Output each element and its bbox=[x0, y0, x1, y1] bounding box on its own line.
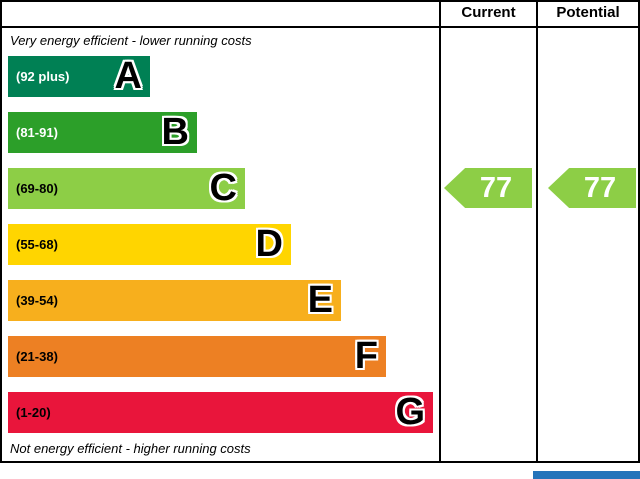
band-bar-b: (81-91) B bbox=[8, 112, 197, 153]
top-caption: Very energy efficient - lower running co… bbox=[10, 33, 252, 48]
band-range-label: (69-80) bbox=[16, 181, 58, 196]
band-row-a: (92 plus) A bbox=[8, 56, 437, 97]
band-letter: F bbox=[354, 335, 378, 377]
band-row-e: (39-54) E bbox=[8, 280, 437, 321]
band-bar-c: (69-80) C bbox=[8, 168, 245, 209]
band-range-label: (39-54) bbox=[16, 293, 58, 308]
band-letter: A bbox=[114, 55, 142, 97]
band-bar-a: (92 plus) A bbox=[8, 56, 150, 97]
current-rating-arrow: 77 bbox=[444, 168, 532, 208]
band-row-g: (1-20) G bbox=[8, 392, 437, 433]
band-letter: G bbox=[395, 391, 425, 433]
chart-border-left bbox=[0, 0, 2, 463]
band-letter: C bbox=[209, 167, 237, 209]
band-range-label: (92 plus) bbox=[16, 69, 70, 84]
band-row-b: (81-91) B bbox=[8, 112, 437, 153]
footer-blue-box-fragment bbox=[533, 471, 640, 479]
band-bar-f: (21-38) F bbox=[8, 336, 386, 377]
rating-bands: (92 plus) A (81-91) B (69-80) C (55-68) D (39-54… bbox=[8, 56, 437, 448]
chart-border-right bbox=[638, 0, 640, 463]
band-bar-g: (1-20) G bbox=[8, 392, 433, 433]
band-range-label: (81-91) bbox=[16, 125, 58, 140]
potential-rating-arrow: 77 bbox=[548, 168, 636, 208]
band-bar-d: (55-68) D bbox=[8, 224, 291, 265]
header-underline bbox=[0, 26, 640, 28]
chart-border-top bbox=[0, 0, 640, 2]
band-bar-e: (39-54) E bbox=[8, 280, 341, 321]
band-row-c: (69-80) C bbox=[8, 168, 437, 209]
band-letter: D bbox=[255, 223, 283, 265]
band-range-label: (21-38) bbox=[16, 349, 58, 364]
band-range-label: (55-68) bbox=[16, 237, 58, 252]
chart-border-bottom bbox=[0, 461, 640, 463]
potential-column-divider bbox=[536, 0, 538, 463]
band-letter: E bbox=[307, 279, 333, 321]
band-row-d: (55-68) D bbox=[8, 224, 437, 265]
band-range-label: (1-20) bbox=[16, 405, 51, 420]
bottom-caption: Not energy efficient - higher running co… bbox=[10, 441, 251, 456]
potential-column-header: Potential bbox=[556, 4, 620, 21]
current-column-divider bbox=[439, 0, 441, 463]
band-letter: B bbox=[161, 111, 189, 153]
band-row-f: (21-38) F bbox=[8, 336, 437, 377]
current-column-header: Current bbox=[461, 4, 516, 21]
